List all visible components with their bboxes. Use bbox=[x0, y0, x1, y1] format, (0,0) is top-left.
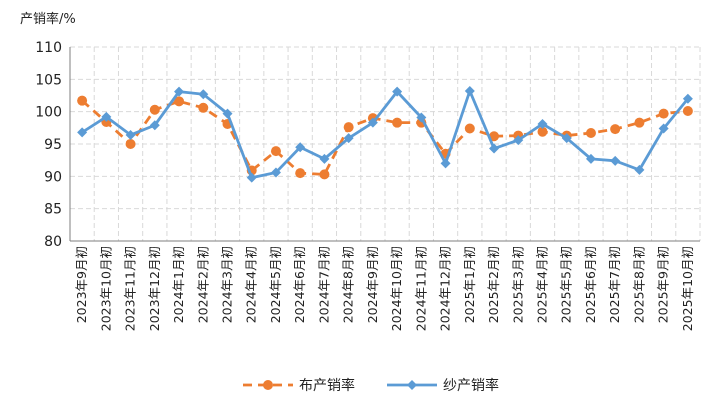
series-0-point bbox=[682, 106, 693, 117]
x-tick-label: 2023年9月初 bbox=[74, 246, 89, 323]
x-tick-label: 2023年11月初 bbox=[123, 246, 138, 331]
series-1-point bbox=[77, 127, 88, 138]
series-0-point bbox=[489, 131, 500, 142]
series-1-point bbox=[464, 85, 475, 96]
series-0-point bbox=[634, 117, 645, 128]
series-1-point bbox=[319, 153, 330, 164]
series-0-point bbox=[295, 168, 306, 179]
x-tick-label: 2023年12月初 bbox=[147, 246, 162, 331]
series-1-point bbox=[101, 111, 112, 122]
series-0-point bbox=[392, 117, 403, 128]
series-0-point bbox=[125, 139, 136, 149]
series-0-point bbox=[658, 108, 669, 119]
x-tick-label: 2025年5月初 bbox=[559, 246, 574, 323]
x-tick-label: 2024年7月初 bbox=[316, 246, 331, 323]
series-1-point bbox=[561, 133, 572, 144]
x-tick-label: 2025年3月初 bbox=[510, 246, 525, 323]
x-tick-label: 2025年1月初 bbox=[462, 246, 477, 323]
x-tick-label: 2025年2月初 bbox=[486, 246, 501, 323]
series-1-point bbox=[537, 118, 548, 129]
x-tick-label: 2024年3月初 bbox=[220, 246, 235, 323]
series-0-point bbox=[537, 126, 548, 137]
y-axis-unit-label: 产销率/% bbox=[20, 12, 76, 27]
series-0-point bbox=[77, 95, 88, 106]
x-tick-label: 2024年9月初 bbox=[365, 246, 380, 323]
series-0-point bbox=[198, 102, 209, 113]
x-tick-label: 2025年4月初 bbox=[535, 246, 550, 323]
y-tick-label: 100 bbox=[35, 105, 62, 121]
x-tick-label: 2025年8月初 bbox=[631, 246, 646, 323]
x-tick-label: 2024年2月初 bbox=[195, 246, 210, 323]
series-0-point bbox=[464, 123, 475, 134]
legend-marker-0 bbox=[263, 380, 273, 390]
series-0-point bbox=[610, 124, 621, 135]
x-tick-label: 2024年12月初 bbox=[438, 246, 453, 331]
series-0-point bbox=[319, 169, 330, 180]
series-1-point bbox=[246, 172, 257, 183]
x-tick-label: 2025年9月初 bbox=[656, 246, 671, 323]
x-tick-label: 2024年1月初 bbox=[171, 246, 186, 323]
series-1-point bbox=[174, 86, 185, 97]
x-tick-label: 2024年5月初 bbox=[268, 246, 283, 323]
x-tick-label: 2025年10月初 bbox=[680, 246, 695, 331]
legend-label-0: 布产销率 bbox=[299, 377, 355, 394]
series-1-point bbox=[658, 123, 669, 134]
series-1-point bbox=[585, 153, 596, 164]
series-1-point bbox=[634, 164, 645, 175]
y-tick-label: 80 bbox=[44, 234, 62, 250]
series-1-point bbox=[125, 129, 136, 140]
x-tick-label: 2025年7月初 bbox=[607, 246, 622, 323]
series-0-point bbox=[174, 96, 185, 107]
x-tick-label: 2024年4月初 bbox=[244, 246, 259, 323]
series-1-point bbox=[682, 93, 693, 104]
series-1-point bbox=[270, 167, 281, 178]
legend-label-1: 纱产销率 bbox=[443, 377, 499, 394]
x-tick-label: 2024年11月初 bbox=[413, 246, 428, 331]
series-1-point bbox=[440, 158, 451, 169]
legend-marker-1 bbox=[407, 380, 417, 390]
series-0-point bbox=[343, 122, 354, 133]
y-tick-label: 105 bbox=[35, 72, 62, 88]
series-0-point bbox=[149, 104, 160, 115]
series-1-point bbox=[392, 86, 403, 97]
series-1-point bbox=[416, 112, 427, 123]
series-1-point bbox=[343, 133, 354, 144]
series-1-point bbox=[295, 142, 306, 153]
x-tick-label: 2024年8月初 bbox=[341, 246, 356, 323]
series-0-point bbox=[585, 128, 596, 139]
y-tick-label: 95 bbox=[44, 137, 62, 153]
series-1-point bbox=[610, 155, 621, 166]
x-tick-label: 2025年6月初 bbox=[583, 246, 598, 323]
y-tick-label: 90 bbox=[44, 169, 62, 185]
series-1-point bbox=[149, 120, 160, 131]
series-1-point bbox=[489, 143, 500, 154]
y-tick-label: 85 bbox=[44, 202, 62, 218]
x-tick-label: 2024年6月初 bbox=[292, 246, 307, 323]
x-tick-label: 2023年10月初 bbox=[98, 246, 113, 331]
series-1-point bbox=[222, 108, 233, 119]
y-tick-label: 110 bbox=[35, 40, 62, 56]
series-0-point bbox=[270, 146, 281, 157]
series-1-point bbox=[367, 117, 378, 128]
x-tick-label: 2024年10月初 bbox=[389, 246, 404, 331]
series-1-point bbox=[198, 89, 209, 100]
series-1-point bbox=[513, 135, 524, 146]
